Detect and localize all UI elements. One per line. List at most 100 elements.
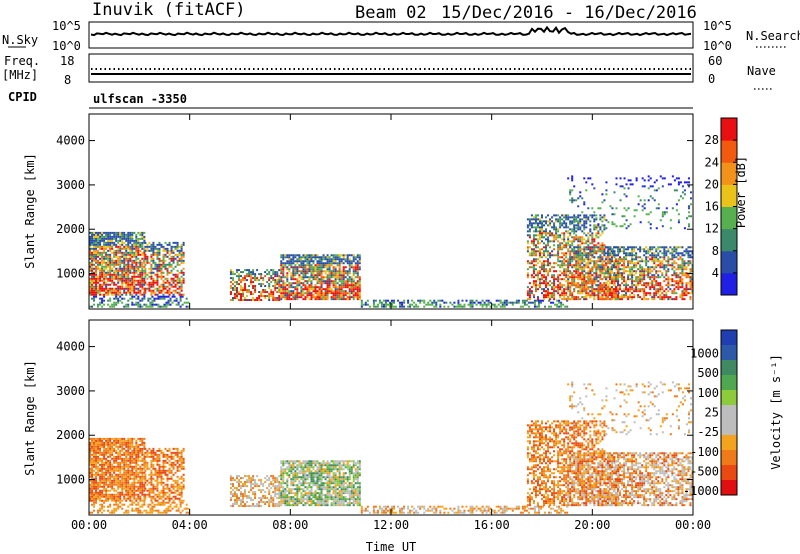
power-cell	[685, 266, 688, 269]
power-cell	[276, 271, 279, 274]
power-cell	[526, 286, 529, 289]
power-cell	[532, 250, 535, 253]
power-cell	[608, 298, 611, 301]
power-cell	[597, 288, 600, 291]
power-cell	[629, 262, 632, 265]
power-cell	[645, 213, 648, 216]
power-cell	[316, 278, 319, 281]
power-cell	[606, 290, 609, 293]
power-cell	[585, 256, 588, 259]
power-cell	[616, 274, 620, 277]
power-cell	[675, 296, 678, 299]
velocity-cell	[97, 487, 100, 490]
power-cell	[530, 274, 533, 277]
power-cell	[530, 226, 533, 229]
power-cell	[675, 286, 678, 289]
power-cell	[685, 217, 688, 220]
power-cell	[667, 282, 670, 285]
power-cell	[565, 264, 568, 267]
power-cell	[685, 268, 688, 271]
power-cell	[336, 292, 339, 295]
power-cell	[585, 298, 588, 301]
power-cell	[330, 254, 333, 257]
power-cell	[593, 278, 596, 281]
power-cell	[575, 252, 578, 255]
power-cell	[144, 245, 147, 248]
power-cell	[348, 272, 351, 275]
power-cell	[119, 235, 122, 238]
velocity-cell	[113, 441, 116, 444]
power-cell	[677, 286, 680, 289]
power-cell	[123, 281, 126, 284]
power-cell	[606, 254, 609, 257]
power-cell	[563, 238, 566, 241]
power-cell	[534, 238, 537, 241]
power-cell	[170, 257, 173, 260]
power-cell	[99, 291, 102, 294]
power-cell	[643, 292, 646, 295]
power-cell	[364, 303, 367, 306]
power-cell	[623, 290, 626, 293]
power-cell	[573, 240, 576, 243]
power-cell	[111, 279, 114, 282]
power-cell	[587, 236, 590, 239]
power-cell	[534, 284, 537, 287]
power-cell	[137, 279, 140, 282]
power-cell	[158, 261, 161, 264]
power-cell	[536, 230, 539, 233]
power-cell	[166, 291, 169, 294]
power-cell	[593, 218, 596, 221]
power-cell	[556, 303, 559, 306]
power-cell	[173, 299, 176, 302]
power-cell	[587, 266, 590, 269]
power-cell	[685, 282, 688, 285]
power-cell	[115, 277, 118, 280]
power-cell	[532, 234, 535, 237]
power-cell	[527, 305, 530, 308]
power-cell	[384, 303, 387, 306]
power-cell	[372, 303, 375, 306]
power-cell	[557, 264, 560, 267]
power-cell	[380, 301, 383, 304]
power-cell	[687, 223, 690, 226]
power-cell	[625, 209, 628, 212]
velocity-cell	[93, 457, 96, 460]
velocity-cell	[99, 439, 102, 442]
power-cell	[543, 246, 546, 249]
power-cell	[540, 222, 544, 225]
power-cell	[604, 294, 607, 297]
power-cell	[93, 245, 96, 248]
power-cell	[577, 224, 580, 227]
velocity-cell	[97, 445, 100, 448]
power-cell	[352, 256, 355, 259]
power-cell	[571, 244, 574, 247]
power-cell	[547, 250, 550, 253]
velocity-cell	[107, 493, 110, 496]
power-cell	[378, 299, 381, 302]
power-cell	[651, 284, 654, 287]
power-cell	[111, 261, 114, 264]
power-cell	[117, 263, 120, 266]
velocity-cell	[101, 485, 104, 488]
power-cell	[93, 241, 96, 244]
power-cell	[115, 271, 118, 274]
power-cell	[262, 289, 265, 292]
velocity-cell	[95, 485, 98, 488]
power-cell	[113, 265, 116, 268]
power-cell	[471, 299, 474, 302]
power-cell	[589, 248, 592, 251]
power-cell	[608, 268, 611, 271]
velocity-cell	[107, 489, 110, 492]
power-cell	[115, 273, 118, 276]
power-cell	[284, 256, 287, 259]
power-cell	[557, 220, 560, 223]
velocity-cell	[113, 483, 116, 486]
power-cell	[131, 279, 134, 282]
power-colorbar-label: Power [dB]	[734, 156, 748, 228]
power-cell	[101, 305, 104, 308]
power-cell	[617, 252, 620, 255]
power-cell	[352, 288, 355, 291]
power-cell	[109, 239, 112, 242]
power-cell	[659, 262, 662, 265]
power-cell	[583, 238, 586, 241]
